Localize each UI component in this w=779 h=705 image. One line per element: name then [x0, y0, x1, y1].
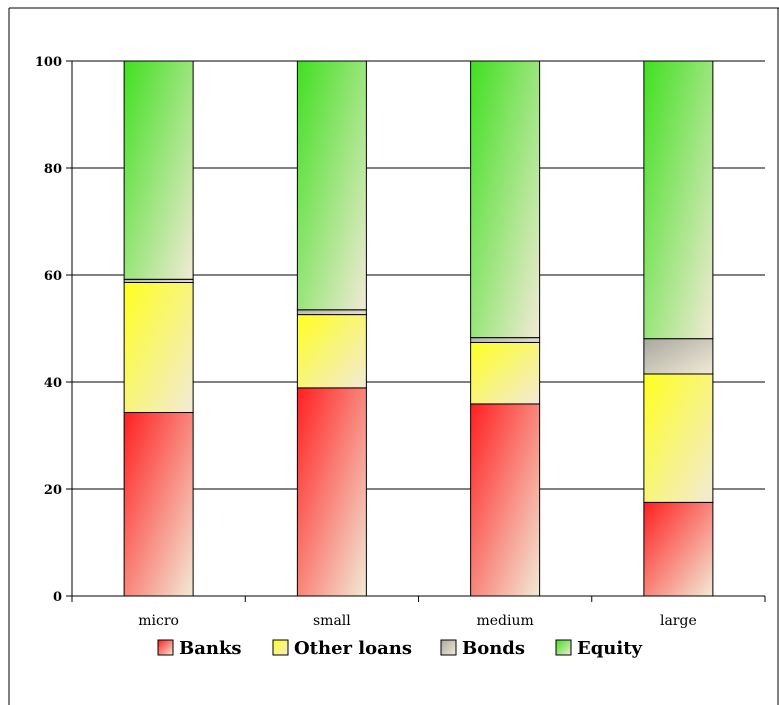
y-tick-label: 100 — [35, 55, 62, 70]
y-tick-label: 40 — [44, 376, 62, 391]
legend-label: Equity — [577, 638, 643, 659]
bar-banks-small — [296, 387, 367, 597]
bar-other-loans-large — [643, 373, 714, 503]
legend-swatch — [157, 639, 174, 656]
x-tick-label: medium — [476, 613, 533, 629]
y-tick-label: 20 — [44, 483, 62, 498]
bar-equity-large — [643, 60, 714, 340]
bars — [123, 60, 714, 597]
y-tick-label: 0 — [53, 590, 62, 605]
bar-other-loans-small — [296, 314, 367, 389]
bar-equity-small — [296, 60, 367, 311]
legend-swatch — [555, 639, 572, 656]
bar-equity-medium — [470, 60, 541, 339]
bar-other-loans-micro — [123, 281, 194, 413]
bar-bonds-large — [643, 338, 714, 375]
legend-swatch — [440, 639, 457, 656]
axes — [66, 60, 766, 602]
bar-banks-large — [643, 501, 714, 597]
x-tick-label: micro — [138, 613, 179, 629]
x-tick-labels: micro small medium large — [138, 613, 696, 629]
y-tick-label: 80 — [44, 162, 62, 177]
y-tick-labels: 0 20 40 60 80 100 — [35, 55, 62, 605]
legend-label: Banks — [179, 638, 242, 659]
x-tick-label: large — [660, 613, 697, 629]
bar-banks-micro — [123, 411, 194, 597]
legend-swatch — [272, 639, 289, 656]
x-tick-label: small — [313, 613, 351, 629]
bar-banks-medium — [470, 403, 541, 597]
bar-equity-micro — [123, 60, 194, 280]
legend-label: Other loans — [294, 638, 412, 659]
y-tick-label: 60 — [44, 269, 62, 284]
bar-bonds-medium — [470, 337, 541, 343]
bar-bonds-small — [296, 309, 367, 316]
bar-other-loans-medium — [470, 341, 541, 405]
legend: Banks Other loans Bonds Equity — [157, 638, 643, 659]
legend-label: Bonds — [462, 638, 525, 659]
